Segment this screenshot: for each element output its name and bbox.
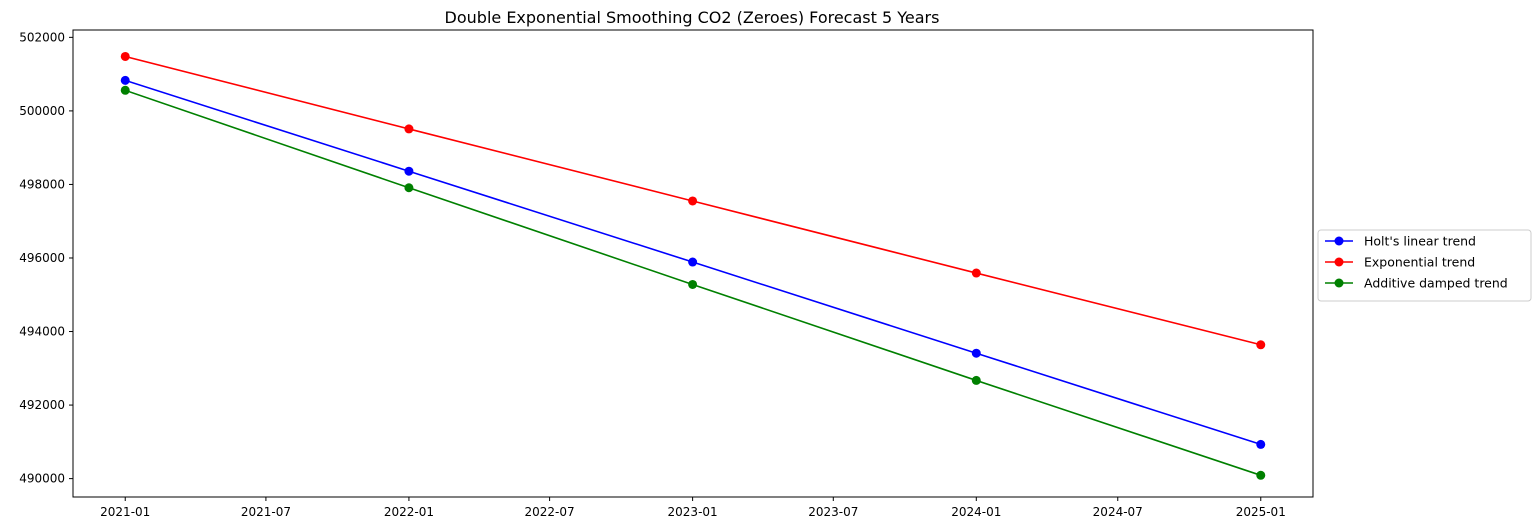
y-tick-label: 502000 [19, 30, 65, 44]
y-tick-label: 496000 [19, 251, 65, 265]
legend-marker [1334, 236, 1344, 246]
legend-marker [1334, 278, 1344, 288]
x-tick-label: 2021-07 [241, 505, 291, 519]
data-point [120, 85, 130, 95]
data-point [404, 166, 414, 176]
data-point [1256, 439, 1266, 449]
data-point [971, 268, 981, 278]
data-point [688, 196, 698, 206]
legend: Holt's linear trend Exponential trend Addi… [1317, 229, 1532, 302]
data-point [971, 375, 981, 385]
data-point [120, 75, 130, 85]
x-axis: 2021-01 2021-07 2022-01 2022-07 2023-01 2023-… [100, 497, 1286, 519]
y-tick-label: 500000 [19, 104, 65, 118]
y-tick-label: 490000 [19, 472, 65, 486]
x-tick-label: 2023-01 [668, 505, 718, 519]
y-tick-label: 492000 [19, 398, 65, 412]
x-tick-label: 2024-07 [1093, 505, 1143, 519]
legend-label: Exponential trend [1364, 255, 1475, 270]
data-point [404, 124, 414, 134]
data-point [120, 51, 130, 61]
data-point [1256, 340, 1266, 350]
series-layer [120, 51, 1266, 480]
x-tick-label: 2022-01 [384, 505, 434, 519]
x-tick-label: 2021-01 [100, 505, 150, 519]
x-tick-label: 2023-07 [808, 505, 858, 519]
x-tick-label: 2024-01 [951, 505, 1001, 519]
x-tick-label: 2022-07 [525, 505, 575, 519]
legend-box [1317, 229, 1532, 302]
y-axis: 490000 492000 494000 496000 498000 500000 5020… [19, 30, 73, 486]
data-point [688, 257, 698, 267]
y-tick-label: 494000 [19, 325, 65, 339]
data-point [971, 348, 981, 358]
legend-label: Holt's linear trend [1364, 234, 1476, 249]
x-tick-label: 2025-01 [1236, 505, 1286, 519]
data-point [688, 279, 698, 289]
y-tick-label: 498000 [19, 177, 65, 191]
data-point [1256, 470, 1266, 480]
legend-label: Additive damped trend [1364, 276, 1508, 291]
data-point [404, 183, 414, 193]
legend-marker [1334, 257, 1344, 267]
chart-title: Double Exponential Smoothing CO2 (Zeroes… [445, 8, 940, 27]
